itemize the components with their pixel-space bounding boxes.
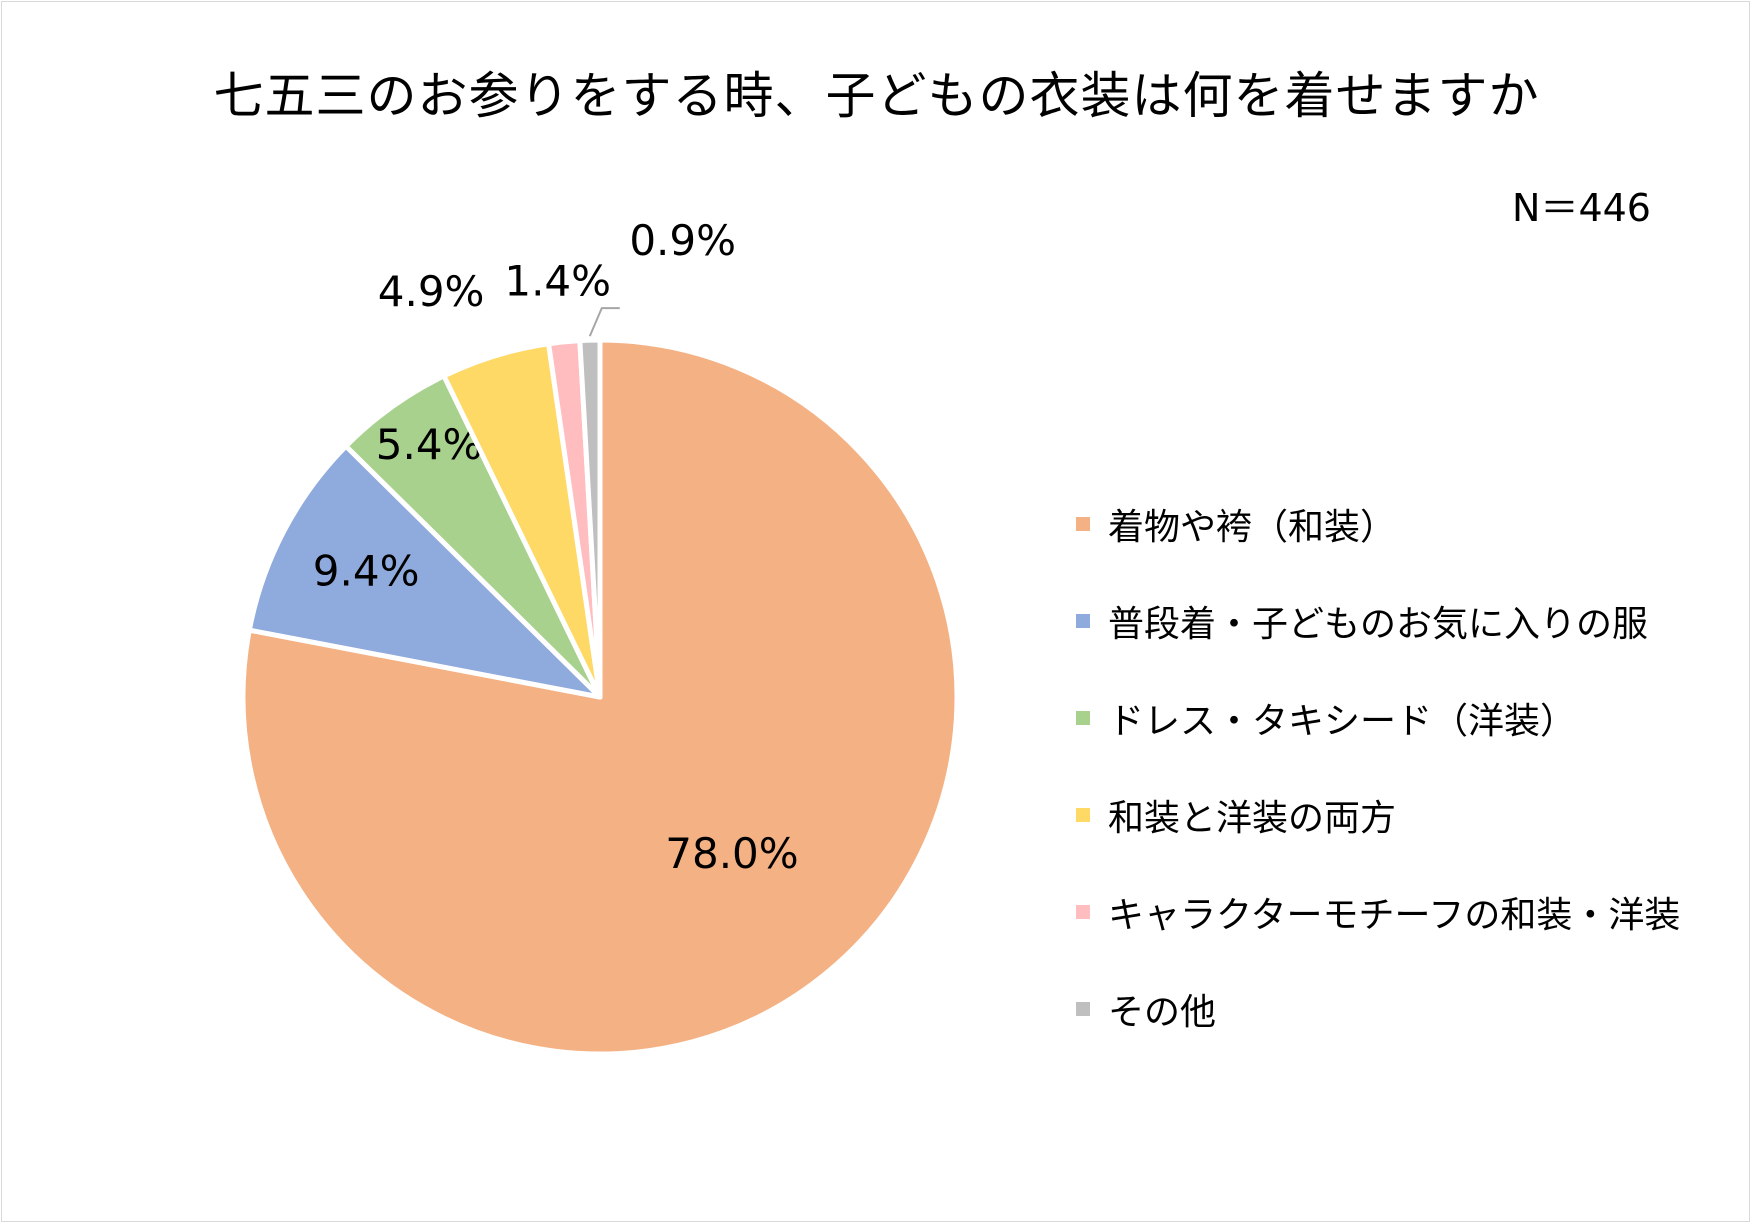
legend-label: 普段着・子どものお気に入りの服: [1108, 603, 1649, 645]
data-label: 0.9%: [629, 216, 736, 265]
data-label: 78.0%: [665, 829, 798, 878]
leader-line: [588, 307, 620, 337]
data-label: 1.4%: [504, 256, 611, 305]
legend-label: キャラクターモチーフの和装・洋装: [1108, 894, 1681, 936]
legend: 着物や袴（和装） 普段着・子どものお気に入りの服 ドレス・タキシード（洋装） 和…: [1076, 475, 1680, 1057]
legend-item: キャラクターモチーフの和装・洋装: [1076, 863, 1680, 960]
data-label: 5.4%: [376, 420, 483, 469]
legend-label: 和装と洋装の両方: [1108, 797, 1397, 839]
data-label: 4.9%: [378, 267, 485, 316]
legend-swatch: [1076, 710, 1090, 725]
legend-item: 普段着・子どものお気に入りの服: [1076, 572, 1680, 669]
legend-item: 和装と洋装の両方: [1076, 766, 1680, 863]
legend-item: ドレス・タキシード（洋装）: [1076, 669, 1680, 766]
legend-swatch: [1076, 904, 1090, 919]
pie-slice: [577, 337, 603, 700]
legend-swatch: [1076, 807, 1090, 822]
legend-item: その他: [1076, 960, 1680, 1057]
data-label: 9.4%: [313, 547, 420, 596]
pie-slice: [246, 443, 603, 700]
sample-size: N＝446: [1512, 186, 1651, 230]
legend-swatch: [1076, 516, 1090, 531]
legend-swatch: [1076, 613, 1090, 628]
legend-label: 着物や袴（和装）: [1108, 506, 1397, 548]
chart-title: 七五三のお参りをする時、子どもの衣装は何を着せますか: [213, 67, 1540, 125]
legend-swatch: [1076, 1001, 1090, 1016]
legend-item: 着物や袴（和装）: [1076, 475, 1680, 572]
legend-label: その他: [1108, 991, 1217, 1033]
legend-label: ドレス・タキシード（洋装）: [1108, 700, 1577, 742]
